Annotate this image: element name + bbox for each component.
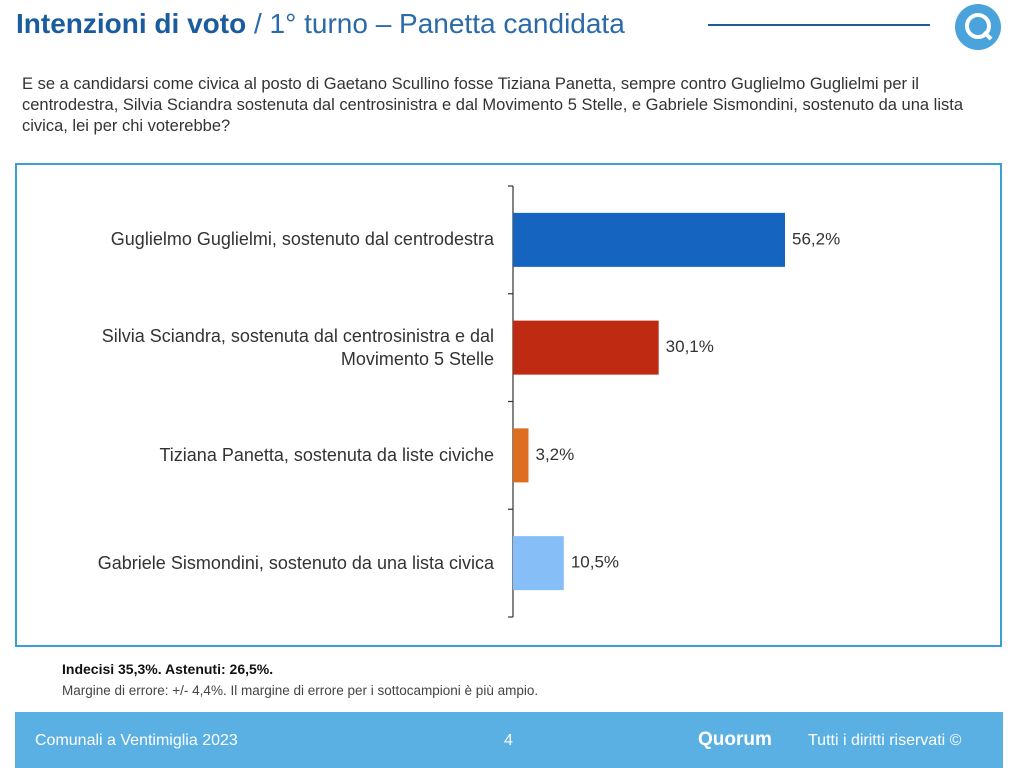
logo-q — [965, 13, 991, 39]
bar — [513, 536, 564, 591]
logo-q-tail — [982, 30, 993, 41]
footer-rights: Tutti i diritti riservati © — [808, 732, 962, 749]
category-label: Tiziana Panetta, sostenuta da liste civi… — [159, 444, 494, 465]
title: Intenzioni di voto / 1° turno – Panetta … — [16, 8, 625, 40]
title-main: Intenzioni di voto — [16, 8, 247, 39]
value-label: 56,2% — [792, 229, 840, 248]
bar — [513, 428, 529, 483]
subtitle: / 1° turno – Panetta candidata — [253, 8, 625, 39]
category-label: Guglielmo Guglielmi, sostenuto dal centr… — [110, 229, 494, 250]
value-label: 30,1% — [666, 337, 714, 356]
bar — [513, 320, 659, 375]
value-label: 3,2% — [535, 445, 574, 464]
brand: Quorum — [698, 729, 772, 750]
page-number: 4 — [504, 732, 513, 749]
question: E se a candidarsi come civica al posto d… — [22, 75, 964, 135]
footer-left: Comunali a Ventimiglia 2023 — [35, 732, 238, 749]
chart: 56,2% 30,1% 3,2% 10,5% — [508, 185, 840, 618]
note: Margine di errore: +/- 4,4%. Il margine … — [62, 683, 539, 698]
header-decor — [708, 4, 1001, 50]
value-label: 10,5% — [571, 553, 619, 572]
note: Indecisi 35,3%. Astenuti: 26,5%. — [62, 661, 274, 677]
category-label: Silvia Sciandra, sostenuta dal centrosin… — [101, 325, 494, 369]
bar — [513, 212, 785, 267]
chart-frame — [15, 163, 1002, 647]
footer: Comunali a Ventimiglia 2023 4 Quorum Tut… — [15, 712, 1003, 768]
category-label: Gabriele Sismondini, sostenuto da una li… — [97, 552, 494, 573]
